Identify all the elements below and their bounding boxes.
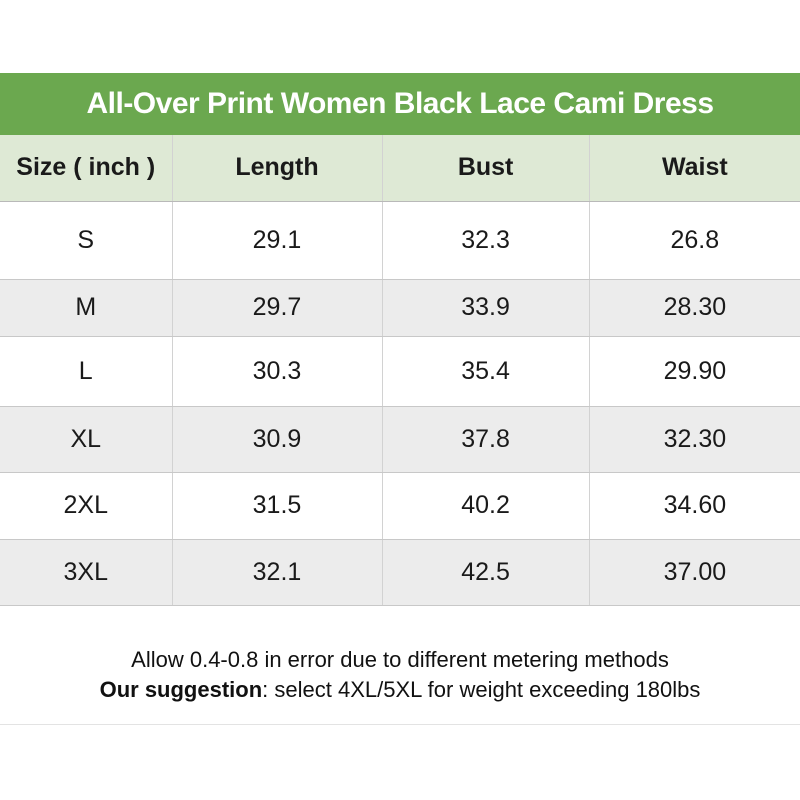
table-header-row: Size ( inch ) Length Bust Waist <box>0 135 800 202</box>
waist-cell: 29.90 <box>588 336 800 407</box>
footer-note: Allow 0.4-0.8 in error due to different … <box>0 645 800 705</box>
waist-cell: 28.30 <box>588 279 800 337</box>
waist-cell: 37.00 <box>588 539 800 606</box>
size-cell: S <box>0 201 173 280</box>
table-row: S 29.1 32.3 26.8 <box>0 201 800 280</box>
column-header-size: Size ( inch ) <box>0 135 173 202</box>
page-title: All-Over Print Women Black Lace Cami Dre… <box>86 87 714 120</box>
table-row: 3XL 32.1 42.5 37.00 <box>0 539 800 606</box>
bust-cell: 33.9 <box>381 279 590 337</box>
length-cell: 30.3 <box>171 336 383 407</box>
size-suggestion-note: Our suggestion: select 4XL/5XL for weigh… <box>0 675 800 705</box>
bust-cell: 40.2 <box>381 472 590 540</box>
suggestion-text: : select 4XL/5XL for weight exceeding 18… <box>262 677 701 702</box>
waist-cell: 26.8 <box>588 201 800 280</box>
table-row: M 29.7 33.9 28.30 <box>0 279 800 337</box>
bust-cell: 32.3 <box>381 201 590 280</box>
size-cell: M <box>0 279 173 337</box>
size-chart-table: Size ( inch ) Length Bust Waist S 29.1 3… <box>0 135 800 606</box>
error-tolerance-note: Allow 0.4-0.8 in error due to different … <box>131 647 669 672</box>
length-cell: 31.5 <box>171 472 383 540</box>
length-cell: 32.1 <box>171 539 383 606</box>
title-bar: All-Over Print Women Black Lace Cami Dre… <box>0 73 800 135</box>
size-cell: XL <box>0 406 173 473</box>
bust-cell: 35.4 <box>381 336 590 407</box>
column-header-bust: Bust <box>381 135 590 202</box>
table-row: XL 30.9 37.8 32.30 <box>0 406 800 473</box>
column-header-length: Length <box>171 135 383 202</box>
bottom-divider <box>0 724 800 725</box>
bust-cell: 37.8 <box>381 406 590 473</box>
length-cell: 29.7 <box>171 279 383 337</box>
size-cell: L <box>0 336 173 407</box>
table-row: L 30.3 35.4 29.90 <box>0 336 800 407</box>
column-header-waist: Waist <box>588 135 800 202</box>
suggestion-label: Our suggestion <box>99 677 263 702</box>
table-row: 2XL 31.5 40.2 34.60 <box>0 472 800 540</box>
waist-cell: 34.60 <box>588 472 800 540</box>
bust-cell: 42.5 <box>381 539 590 606</box>
length-cell: 30.9 <box>171 406 383 473</box>
waist-cell: 32.30 <box>588 406 800 473</box>
size-cell: 3XL <box>0 539 173 606</box>
size-cell: 2XL <box>0 472 173 540</box>
length-cell: 29.1 <box>171 201 383 280</box>
